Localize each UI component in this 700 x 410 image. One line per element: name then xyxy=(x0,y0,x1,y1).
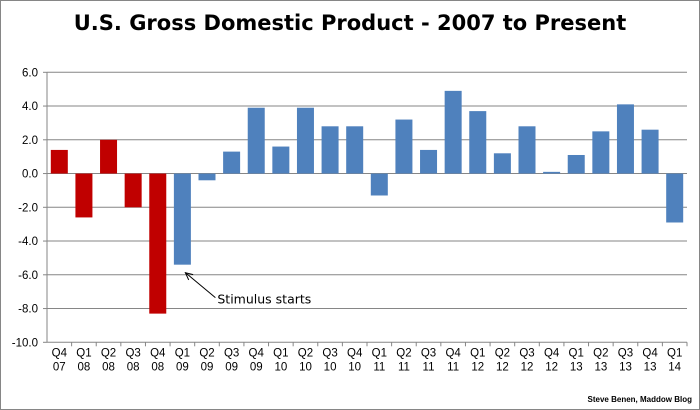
bar-Q4-10 xyxy=(346,126,364,174)
y-tick-label: 6.0 xyxy=(22,67,38,79)
x-tick-label: Q3 xyxy=(125,347,140,359)
x-tick-label: Q1 xyxy=(175,347,190,359)
x-tick-label: Q2 xyxy=(199,347,214,359)
x-tick-label: 10 xyxy=(348,361,361,373)
x-tick-label: 12 xyxy=(496,361,509,373)
x-tick-label: 09 xyxy=(176,361,189,373)
bar-Q1-09 xyxy=(173,173,191,265)
x-tick-label: Q4 xyxy=(150,347,166,359)
bar-Q1-13 xyxy=(567,154,585,174)
x-tick-label: Q2 xyxy=(593,347,608,359)
annotation-text: Stimulus starts xyxy=(217,292,311,307)
x-tick-label: Q1 xyxy=(569,347,584,359)
x-tick-label: Q2 xyxy=(101,347,116,359)
x-tick-label: 13 xyxy=(619,361,632,373)
y-tick-label: 0.0 xyxy=(22,169,38,181)
x-tick-label: 11 xyxy=(447,361,459,373)
x-tick-label: Q3 xyxy=(618,347,633,359)
annotation-arrow xyxy=(185,272,216,299)
x-tick-label: Q2 xyxy=(396,347,411,359)
x-tick-label: 13 xyxy=(570,361,583,373)
x-tick-label: 09 xyxy=(250,361,263,373)
bar-Q4-12 xyxy=(543,171,561,174)
bar-Q2-11 xyxy=(395,119,413,174)
x-tick-label: Q3 xyxy=(519,347,534,359)
bar-Q3-09 xyxy=(223,151,241,174)
chart-title: U.S. Gross Domestic Product - 2007 to Pr… xyxy=(74,11,627,35)
x-tick-label: 09 xyxy=(225,361,238,373)
x-tick-label: Q2 xyxy=(298,347,313,359)
bars xyxy=(50,90,684,314)
x-tick-label: Q2 xyxy=(495,347,510,359)
bar-Q3-13 xyxy=(616,104,634,174)
x-tick-label: 09 xyxy=(201,361,214,373)
credit-text: Steve Benen, Maddow Blog xyxy=(588,395,693,404)
x-tick-label: 11 xyxy=(423,361,435,373)
bar-Q3-11 xyxy=(420,149,438,174)
bar-Q1-12 xyxy=(469,111,487,174)
bar-Q1-10 xyxy=(272,146,290,174)
x-tick-label: Q4 xyxy=(642,347,658,359)
y-tick-label: -2.0 xyxy=(18,202,38,214)
x-tick-label: Q4 xyxy=(347,347,363,359)
x-tick-label: Q4 xyxy=(52,347,68,359)
x-tick-label: 13 xyxy=(644,361,657,373)
x-tick-label: 12 xyxy=(471,361,484,373)
y-tick-label: -10.0 xyxy=(12,337,38,349)
bar-Q3-10 xyxy=(321,126,339,174)
bar-Q3-08 xyxy=(124,173,142,208)
x-tick-label: 12 xyxy=(521,361,534,373)
x-tick-label: 08 xyxy=(102,361,115,373)
bar-Q1-11 xyxy=(370,173,388,196)
x-tick-label: 08 xyxy=(127,361,140,373)
x-tick-label: 10 xyxy=(299,361,312,373)
x-tick-label: 14 xyxy=(668,361,681,373)
x-tick-label: Q1 xyxy=(76,347,91,359)
x-tick-label: Q4 xyxy=(249,347,265,359)
bar-Q2-12 xyxy=(493,153,511,174)
x-tick-label: Q1 xyxy=(667,347,682,359)
bar-Q4-13 xyxy=(641,129,659,174)
x-tick-label: 11 xyxy=(398,361,410,373)
x-tick-label: 10 xyxy=(324,361,337,373)
y-tick-label: -4.0 xyxy=(18,236,38,248)
x-tick-label: Q4 xyxy=(544,347,560,359)
x-tick-label: 08 xyxy=(151,361,164,373)
x-tick-label: Q1 xyxy=(273,347,288,359)
gridlines xyxy=(43,71,688,347)
bar-Q2-09 xyxy=(198,173,216,181)
bar-Q4-11 xyxy=(444,90,462,174)
x-tick-label: Q4 xyxy=(445,347,461,359)
bar-Q1-08 xyxy=(75,173,93,218)
bar-Q4-08 xyxy=(149,173,167,314)
x-tick-label: Q1 xyxy=(372,347,387,359)
y-tick-label: -8.0 xyxy=(18,304,38,316)
y-tick-label: -6.0 xyxy=(18,270,38,282)
x-tick-label: 13 xyxy=(594,361,607,373)
x-tick-label: 12 xyxy=(545,361,558,373)
bar-Q3-12 xyxy=(518,126,536,174)
y-tick-label: 4.0 xyxy=(22,101,38,113)
x-tick-label: Q1 xyxy=(470,347,485,359)
y-tick-label: 2.0 xyxy=(22,135,38,147)
bar-Q4-09 xyxy=(247,107,265,174)
annotation-arrowhead xyxy=(184,271,194,281)
x-tick-label: Q3 xyxy=(322,347,337,359)
x-tick-label: 11 xyxy=(373,361,385,373)
x-axis-ticks: Q4 07 Q1 08 Q2 08 Q3 08 Q4 08 Q1 09 Q2 09 Q3 09 Q4 09 Q1 10… xyxy=(52,347,683,373)
bar-Q4-07 xyxy=(50,149,68,174)
x-tick-label: 07 xyxy=(53,361,66,373)
bar-Q2-13 xyxy=(592,131,610,174)
y-axis-ticks: 6.0 4.0 2.0 0.0 -2.0 -4.0 -6.0 -8.0 -10.0 xyxy=(12,67,38,349)
x-tick-label: Q3 xyxy=(421,347,436,359)
x-tick-label: 08 xyxy=(78,361,91,373)
x-tick-label: Q3 xyxy=(224,347,239,359)
bar-Q2-10 xyxy=(296,107,314,174)
annotation: Stimulus starts xyxy=(184,271,311,307)
x-tick-label: 10 xyxy=(274,361,287,373)
bar-Q2-08 xyxy=(100,139,118,174)
bar-Q1-14 xyxy=(666,173,684,223)
